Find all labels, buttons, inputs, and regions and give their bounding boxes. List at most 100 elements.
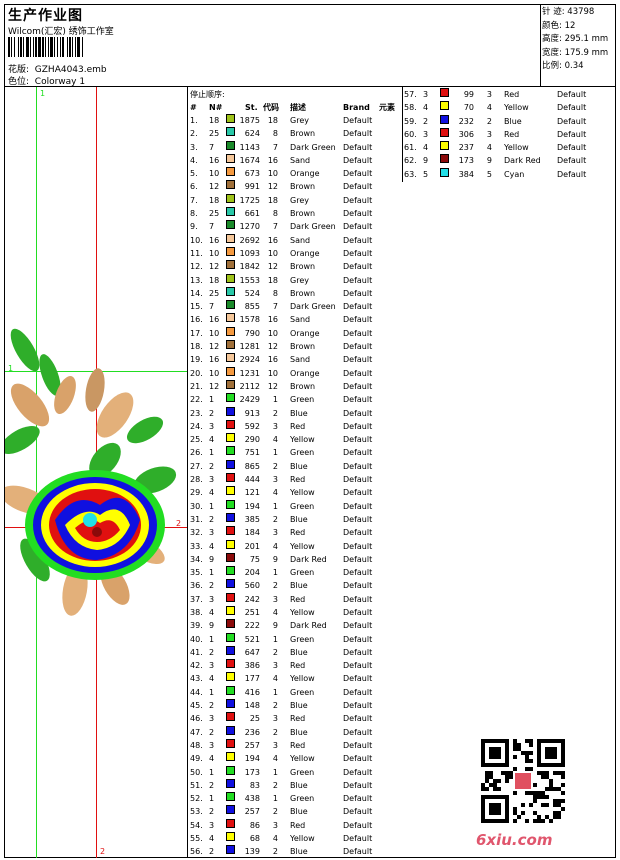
color-description: Green: [290, 448, 315, 458]
design-name: 花版: GZHA4043.emb: [8, 65, 107, 75]
needle-number: 1: [209, 568, 215, 578]
needle-number: 16: [209, 155, 220, 165]
stop-order-row: 32. 3 184 3 Red Default: [190, 526, 400, 539]
row-number: 3.: [190, 142, 198, 152]
color-swatch: [440, 167, 449, 177]
stop-order-row: 44. 1 416 1 Green Default: [190, 685, 400, 699]
row-number: 32.: [190, 528, 203, 538]
color-description: Blue: [504, 116, 522, 126]
stitch-count: 184: [244, 528, 260, 538]
color-description: Red: [290, 740, 306, 750]
barcode: [8, 37, 150, 57]
color-description: Grey: [290, 116, 309, 125]
row-number: 21.: [190, 381, 203, 391]
color-description: Yellow: [290, 834, 315, 844]
row-number: 31.: [190, 514, 203, 524]
brand: Default: [343, 488, 373, 498]
brand: Default: [343, 169, 373, 179]
stop-order-row: 9. 7 1270 7 Dark Green Default: [190, 220, 400, 233]
brand: Default: [343, 315, 373, 325]
stop-order-row: 41. 2 647 2 Blue Default: [190, 645, 400, 659]
stitch-count: 25: [249, 714, 260, 724]
row-number: 52.: [190, 794, 203, 804]
color-code: 2: [272, 461, 278, 471]
row-number: 47.: [190, 727, 203, 737]
row-number: 61.: [404, 143, 417, 153]
color-description: Orange: [290, 368, 320, 378]
stop-order-row: 55. 4 68 4 Yellow Default: [190, 832, 400, 845]
needle-number: 2: [423, 116, 429, 126]
stop-order-row: 8. 25 661 8 Brown Default: [190, 207, 400, 220]
row-number: 55.: [190, 834, 203, 844]
needle-number: 2: [209, 461, 215, 471]
color-swatch: [226, 539, 235, 549]
stitch-count: 177: [244, 674, 260, 684]
needle-number: 18: [209, 275, 220, 285]
stop-order-row: 3. 7 1143 7 Dark Green Default: [190, 140, 400, 154]
color-description: Brown: [290, 182, 316, 192]
color-swatch: [226, 579, 235, 589]
color-swatch: [226, 552, 235, 562]
stitch-count: 384: [458, 169, 474, 179]
stitch-count: 139: [244, 847, 260, 857]
brand: Default: [343, 687, 373, 697]
needle-number: 1: [209, 634, 215, 644]
color-swatch: [440, 127, 449, 137]
brand: Default: [343, 541, 373, 551]
row-number: 30.: [190, 501, 203, 511]
stitch-count: 306: [458, 129, 474, 139]
color-swatch: [226, 499, 235, 509]
brand: Default: [343, 421, 373, 431]
stop-order-row: 49. 4 194 4 Yellow Default: [190, 752, 400, 765]
color-swatch: [226, 512, 235, 522]
color-swatch: [226, 566, 235, 576]
stop-order-row: 34. 9 75 9 Dark Red Default: [190, 552, 400, 566]
stop-order-row: 57. 3 99 3 Red Default: [404, 88, 614, 101]
brand: Default: [343, 461, 373, 471]
color-code: 12: [267, 182, 278, 192]
needle-number: 9: [423, 156, 429, 166]
row-number: 22.: [190, 395, 203, 405]
brand: Default: [343, 182, 373, 192]
brand: Default: [343, 621, 373, 631]
color-code: 1: [272, 767, 278, 777]
color-description: Yellow: [504, 103, 529, 113]
color-code: 3: [486, 90, 492, 99]
brand: Default: [343, 501, 373, 511]
color-swatch: [226, 699, 235, 709]
stat-scale: 比例: 0.34: [542, 61, 584, 71]
color-code: 3: [272, 475, 278, 485]
stitch-count: 751: [244, 448, 260, 458]
row-number: 10.: [190, 235, 203, 245]
needle-number: 3: [423, 129, 429, 139]
brand: Default: [343, 475, 373, 485]
stop-order-row: 21. 12 2112 12 Brown Default: [190, 379, 400, 393]
stop-order-row: 29. 4 121 4 Yellow Default: [190, 486, 400, 499]
row-number: 24.: [190, 421, 203, 431]
stop-order-row: 27. 2 865 2 Blue Default: [190, 459, 400, 473]
stitch-count: 1578: [239, 315, 260, 325]
needle-number: 3: [209, 661, 215, 671]
color-description: Brown: [290, 381, 316, 391]
stat-stitches: 针 迹: 43798: [542, 7, 595, 17]
color-description: Dark Red: [290, 554, 327, 564]
color-code: 4: [272, 488, 278, 498]
stitch-count: 521: [244, 634, 260, 644]
color-code: 4: [486, 103, 492, 113]
stop-order-row: 45. 2 148 2 Blue Default: [190, 699, 400, 712]
needle-number: 2: [209, 847, 215, 857]
row-number: 44.: [190, 687, 203, 697]
brand: Default: [343, 262, 373, 272]
needle-number: 12: [209, 182, 220, 192]
brand: Default: [343, 209, 373, 219]
stop-order-row: 4. 16 1674 16 Sand Default: [190, 153, 400, 167]
color-swatch: [226, 353, 235, 363]
stitch-count: 236: [244, 727, 260, 737]
needle-number: 16: [209, 235, 220, 245]
brand: Default: [343, 195, 373, 205]
brand: Default: [343, 807, 373, 817]
color-description: Brown: [290, 288, 316, 298]
stop-order-row: 25. 4 290 4 Yellow Default: [190, 433, 400, 446]
color-swatch: [226, 207, 235, 217]
needle-number: 7: [209, 142, 215, 152]
